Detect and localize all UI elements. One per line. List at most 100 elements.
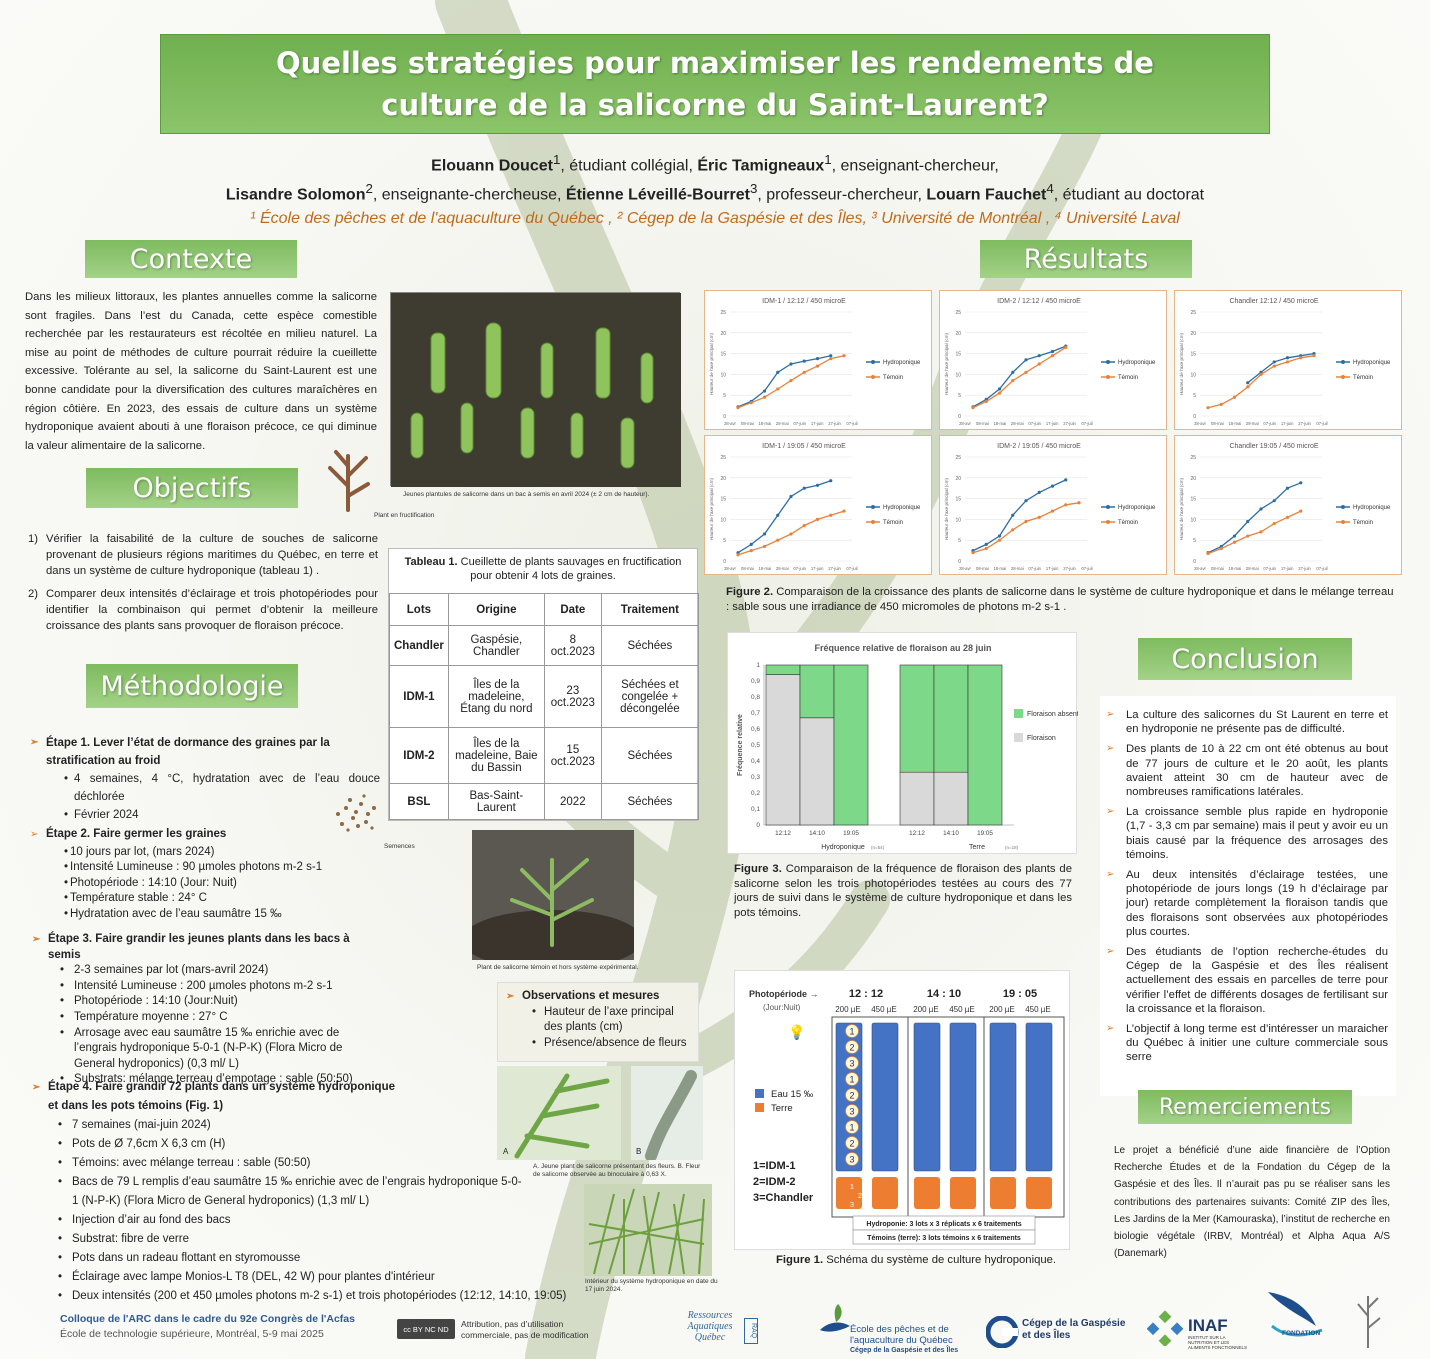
hydro-tank [871,1022,899,1172]
table-cell: Chandler [389,625,449,666]
figure1-caption-label: Figure 1. [776,1254,824,1266]
data-point [1272,364,1276,368]
data-point [762,389,767,393]
logo-raq: RAQ [744,1318,758,1344]
y-tick-label: 5 [1193,393,1196,399]
floraison-chart-box: Fréquence relative de floraison au 28 ju… [727,632,1083,854]
data-point [789,362,793,366]
data-point [815,517,820,521]
lot-key-line: 1=IDM-1 [753,1160,796,1172]
y-tick-label: 0,8 [751,694,760,701]
y-tick-label: 5 [1193,538,1196,544]
x-tick-label: 28-avr [724,566,736,571]
etape2-item-text: Température stable : 24° C [70,892,207,905]
x-tick-label: 18-mai [758,566,771,571]
data-point [1024,370,1028,374]
data-point [776,370,780,374]
data-point [829,356,833,361]
etape2-title-text: . Faire germer les graines [86,828,227,840]
table-cell: 15 oct.2023 [543,727,602,784]
growth-chart-title: IDM-2 / 19:05 / 450 microE [997,443,1081,450]
lot-number: 2 [849,1043,854,1053]
bar-category-label: 14:10 [809,830,825,837]
x-tick-label: 07-juin [1028,566,1041,571]
conclusion-item: ➢ Des plants de 10 à 22 cm ont été obtenu… [1106,743,1388,799]
y-tick-label: 1 [756,662,760,669]
data-point [1259,530,1263,534]
etape3-item-text: Arrosage avec eau saumâtre 15 ‰ enrichie… [74,1026,343,1070]
table1-caption: Tableau 1. Cueillette de plants sauvages… [389,549,697,593]
series-line-hydroponique [972,345,1067,408]
y-tick-label: 15 [1190,497,1196,503]
data-point [789,379,793,383]
data-point [1037,362,1041,366]
author-role: , étudiant collégial, [560,157,698,175]
data-point [1246,534,1250,538]
y-tick-label: 25 [720,455,726,461]
title-banner: Quelles stratégies pour maximiser les re… [160,34,1270,134]
data-point [1272,499,1276,503]
intensity-label: 450 µE [1025,1005,1051,1014]
x-tick-label: 07-juin [1263,566,1276,571]
floraison-chart-title: Fréquence relative de floraison au 28 ju… [814,643,991,653]
flowering-plant-icon [328,450,370,512]
x-tick-label: 07-juil [1316,566,1327,571]
author-sup: 1 [552,152,561,167]
table-cell: 8 oct.2023 [543,625,602,666]
etape2-item: • Température stable : 24° C [64,892,207,905]
etape3-item-text: Intensité Lumineuse : 200 µmoles photons… [74,979,333,992]
series-line-temoin [1207,510,1302,555]
figure3-caption: Figure 3. Comparaison de la fréquence de… [734,862,1072,920]
table-cell: IDM-2 [389,727,449,784]
seedlings-drawing [391,293,681,487]
conclusion-text: Des plants de 10 à 22 cm ont été obtenus… [1126,743,1388,799]
y-tick-label: 10 [720,517,726,523]
etape4-item: • Témoins: avec mélange terreau : sable (… [58,1157,311,1169]
legend-label: Témoin [883,520,903,526]
terre-pot [990,1177,1016,1209]
y-tick-label: 0 [723,414,726,420]
etape4-item-text: Bacs de 79 L remplis d’eau saumâtre 15 ‰… [72,1176,522,1207]
data-point [1232,395,1237,399]
section-header-contexte: Contexte [85,240,297,278]
observation-item: • Hauteur de l’axe principal des plants (… [532,1005,674,1034]
y-axis-label: Hauteur de l'axe principal (cm) [709,332,714,395]
data-point [815,356,820,361]
etape1-item-text: 4 semaines, 4 °C, hydratation avec de l’… [74,773,380,803]
data-point [1285,515,1290,519]
data-point [802,524,806,528]
data-point [762,395,767,399]
table-row: IDM-1 Îles de la madeleine, Étang du nor… [389,665,700,728]
author-role: , professeur-chercheur, [757,186,927,204]
period-label: 12 : 12 [849,988,883,1000]
terre-pot [1026,1177,1052,1209]
bar-floraison-absente [933,664,969,773]
y-tick-label: 0 [958,559,961,565]
growth-chart: IDM-2 / 12:12 / 450 microE 0 5 10 15 20 25 28-a… [939,290,1167,430]
table-header: Date [543,593,602,626]
x-tick-label: 28-avr [959,566,971,571]
conclusion-item: ➢ La culture des salicornes du St Laurent… [1106,709,1388,736]
observation-item: • Présence/absence de fleurs [532,1036,687,1049]
figure3-caption-text: Comparaison de la fréquence de floraison… [734,863,1072,919]
growth-chart: Chandler 19:05 / 450 microE 0 5 10 15 20 25 28-… [1174,435,1402,575]
legend-label: Témoin [1118,375,1138,381]
bar-floraison-absente [765,664,801,675]
x-tick-label: 17-juin [811,421,824,426]
y-tick-label: 15 [955,497,961,503]
data-point [789,532,793,536]
author-role: , enseignant-chercheur, [831,157,999,175]
etape3-item-text: Photopériode : 14:10 (Jour:Nuit) [74,995,238,1008]
table-header-row: Lots Origine Date Traitement [389,593,700,626]
legend-swatch-eau [755,1089,764,1098]
lot-marker [845,1040,859,1054]
bar-floraison [765,674,801,826]
table-row: Chandler Gaspésie, Chandler 8 oct.2023 S… [389,625,700,666]
y-tick-label: 20 [955,476,961,482]
data-point [1219,402,1223,406]
legend-marker [1106,520,1110,524]
bar-floraison-absente [899,664,935,773]
data-point [815,364,820,368]
observation-item-text: Présence/absence de fleurs [544,1036,687,1049]
seedlings-photo [390,292,681,487]
